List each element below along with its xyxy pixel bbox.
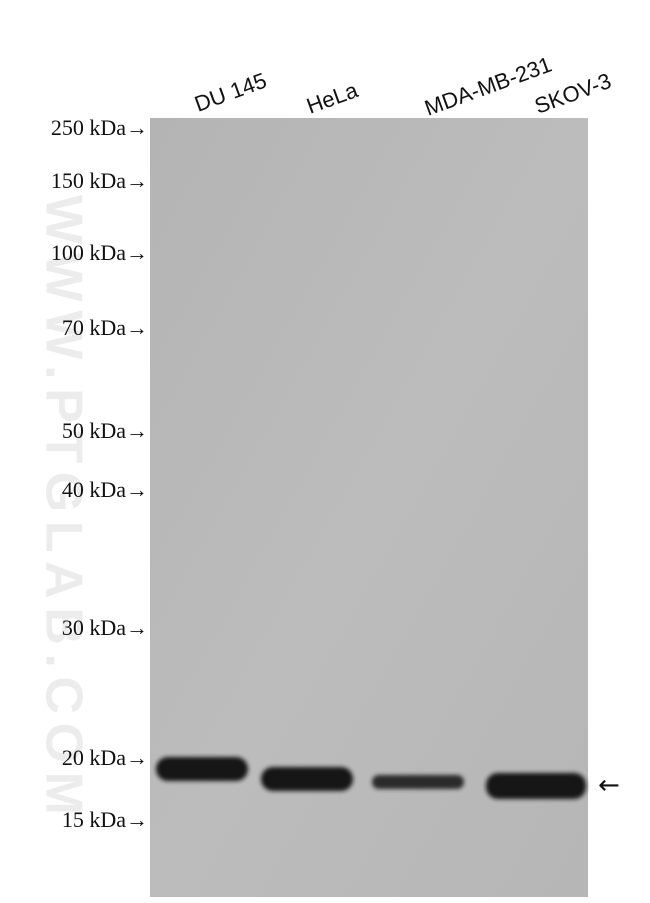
marker-label: 40 kDa→: [62, 477, 148, 502]
lane-label: DU 145: [191, 68, 270, 117]
marker-label: 250 kDa→: [51, 115, 148, 140]
marker-label: 15 kDa→: [62, 807, 148, 832]
marker-label: 150 kDa→: [51, 168, 148, 193]
marker-label: 50 kDa→: [62, 418, 148, 443]
marker-label: 20 kDa→: [62, 745, 148, 770]
marker-label: 100 kDa→: [51, 240, 148, 265]
band: [156, 757, 248, 781]
lane-label: MDA-MB-231: [421, 52, 555, 121]
bands: [156, 757, 586, 799]
band: [372, 775, 464, 789]
watermark: WWW.PTGLAB.COM: [34, 195, 92, 815]
marker-label: 70 kDa→: [62, 315, 148, 340]
band: [486, 773, 586, 799]
band: [261, 767, 353, 791]
marker-label: 30 kDa→: [62, 615, 148, 640]
band-arrow: ←: [598, 771, 620, 801]
lane-label: HeLa: [303, 77, 362, 119]
